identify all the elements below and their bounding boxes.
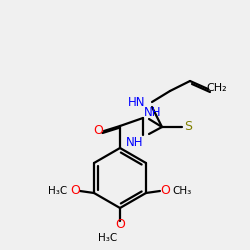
Text: O: O [115, 218, 125, 232]
Text: HN: HN [128, 96, 145, 108]
Text: NH: NH [126, 136, 144, 148]
Text: O: O [70, 184, 80, 196]
Text: H₃C: H₃C [48, 186, 68, 196]
Text: O: O [160, 184, 170, 196]
Text: H₃C: H₃C [98, 233, 118, 243]
Text: CH₂: CH₂ [207, 83, 227, 93]
Text: NH: NH [144, 106, 162, 118]
Text: O: O [93, 124, 103, 136]
Text: CH₃: CH₃ [172, 186, 192, 196]
Text: S: S [184, 120, 192, 134]
